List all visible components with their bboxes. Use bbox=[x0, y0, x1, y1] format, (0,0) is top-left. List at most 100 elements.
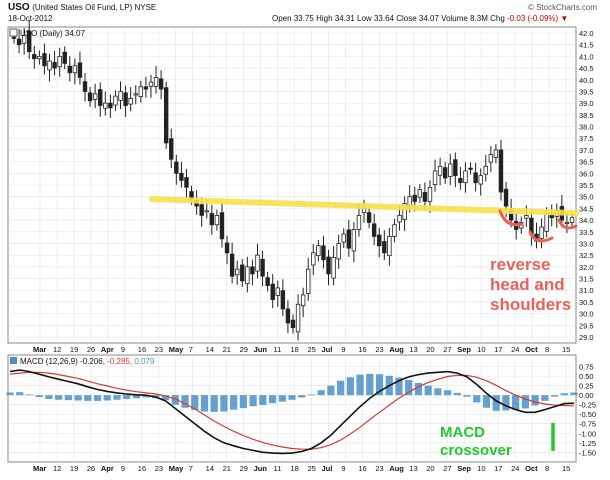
candle-body bbox=[564, 222, 570, 225]
candle-body bbox=[11, 36, 17, 39]
candle-body bbox=[544, 212, 549, 232]
candle-body bbox=[103, 102, 108, 109]
price-y-tick-label: 34.0 bbox=[579, 216, 594, 225]
macd-y-tick-label: -1.25 bbox=[579, 439, 596, 448]
candle-body bbox=[240, 264, 245, 282]
candle-body bbox=[67, 65, 72, 74]
candle-body bbox=[356, 214, 362, 230]
candle-body bbox=[377, 234, 382, 247]
candle-body bbox=[77, 62, 83, 78]
price-y-tick-label: 35.5 bbox=[579, 181, 594, 190]
candle-body bbox=[285, 308, 291, 324]
candle-body bbox=[265, 277, 270, 286]
macd-histogram-bar bbox=[93, 395, 102, 401]
macd-histogram-bar bbox=[337, 380, 345, 396]
volume-value: 8.3M bbox=[470, 14, 488, 23]
candle-body bbox=[204, 210, 209, 213]
price-y-tick-label: 37.5 bbox=[579, 134, 594, 143]
macd-x-tick-label: 7 bbox=[189, 464, 193, 473]
macd-histogram-bar bbox=[473, 395, 481, 403]
candle-body bbox=[326, 256, 331, 275]
macd-x-tick-label: 23 bbox=[155, 464, 163, 473]
macd-x-tick-label: 29 bbox=[240, 464, 248, 473]
macd-histogram-bar bbox=[6, 392, 14, 396]
price-y-tick-label: 36.5 bbox=[579, 158, 594, 167]
price-x-tick-label: 14 bbox=[206, 345, 214, 354]
price-y-tick-label: 29.5 bbox=[579, 321, 594, 330]
candle-body bbox=[98, 89, 103, 106]
macd-x-tick-label: 24 bbox=[511, 464, 519, 473]
price-y-tick-label: 30.5 bbox=[579, 298, 594, 307]
low-value: 33.64 bbox=[373, 14, 394, 23]
macd-histogram-bar bbox=[249, 395, 257, 407]
macd-histogram-bar bbox=[317, 390, 325, 396]
candle-body bbox=[113, 95, 118, 106]
macd-histogram-bar bbox=[356, 374, 364, 396]
macd-x-tick-label: 12 bbox=[53, 464, 61, 473]
macd-histogram-bar bbox=[25, 394, 34, 396]
macd-x-tick-label: 19 bbox=[70, 464, 78, 473]
price-x-tick-label: 7 bbox=[189, 345, 193, 354]
macd-x-tick-label: Oct bbox=[525, 464, 538, 473]
neckline bbox=[149, 196, 579, 217]
macd-histogram-bar bbox=[405, 379, 413, 396]
candle-body bbox=[174, 161, 179, 174]
macd-histogram-bar bbox=[132, 395, 141, 399]
candle-body bbox=[270, 283, 275, 300]
price-x-tick-label: 8 bbox=[545, 345, 549, 354]
candle-body bbox=[32, 54, 37, 60]
macd-histogram-bar bbox=[502, 395, 510, 411]
price-y-tick-label: 30.0 bbox=[579, 310, 594, 319]
candle-body bbox=[234, 268, 240, 276]
macd-histogram-bar bbox=[424, 385, 432, 396]
candle-body bbox=[133, 93, 138, 96]
candle-body bbox=[569, 217, 575, 223]
candle-body bbox=[275, 287, 280, 296]
price-legend: USO (Daily) 34.07 bbox=[20, 29, 85, 38]
high-value: 34.31 bbox=[334, 14, 355, 23]
price-y-tick-label: 37.0 bbox=[579, 146, 594, 155]
crossover-label-line1: MACD bbox=[440, 424, 485, 441]
macd-histogram-bar bbox=[210, 395, 218, 412]
price-x-tick-label: Aug bbox=[389, 345, 404, 354]
macd-histogram-bar bbox=[64, 395, 72, 401]
change-value: -0.03 (-0.09%) bbox=[507, 14, 559, 23]
candle-body bbox=[437, 165, 443, 176]
candle-body bbox=[341, 233, 346, 243]
price-x-tick-label: 17 bbox=[494, 345, 502, 354]
macd-histogram-bar bbox=[434, 388, 442, 396]
candle-body bbox=[351, 229, 357, 252]
price-x-tick-label: 16 bbox=[358, 345, 366, 354]
macd-histogram-bar bbox=[414, 382, 423, 396]
macd-x-tick-label: 26 bbox=[87, 464, 95, 473]
price-y-tick-label: 38.5 bbox=[579, 111, 594, 120]
candle-body bbox=[62, 51, 67, 64]
candle-body bbox=[402, 203, 407, 221]
macd-histogram-bar bbox=[443, 390, 452, 396]
candle-body bbox=[245, 266, 250, 285]
candle-body bbox=[493, 149, 499, 158]
macd-x-tick-label: 18 bbox=[291, 464, 299, 473]
macd-x-tick-label: 25 bbox=[307, 464, 315, 473]
price-y-tick-label: 34.5 bbox=[579, 204, 594, 213]
candle-body bbox=[442, 167, 448, 179]
macd-histogram-bar bbox=[482, 395, 491, 408]
candle-body bbox=[21, 34, 27, 44]
macd-y-tick-label: 0.75 bbox=[579, 363, 594, 372]
price-x-tick-label: 16 bbox=[138, 345, 146, 354]
candle-body bbox=[387, 236, 392, 257]
price-y-tick-label: 42.0 bbox=[579, 29, 594, 38]
macd-histogram-bar bbox=[521, 395, 529, 409]
candle-body bbox=[229, 253, 235, 277]
price-y-tick-label: 33.0 bbox=[579, 239, 594, 248]
macd-x-tick-label: 20 bbox=[426, 464, 434, 473]
macd-histogram-bar bbox=[123, 395, 131, 399]
candle-body bbox=[412, 194, 417, 202]
candle-body bbox=[366, 212, 372, 223]
macd-histogram-bar bbox=[191, 395, 199, 411]
candle-body bbox=[468, 167, 473, 170]
price-x-tick-label: 27 bbox=[443, 345, 451, 354]
macd-x-tick-label: Sep bbox=[457, 464, 471, 473]
price-y-tick-label: 33.5 bbox=[579, 228, 594, 237]
